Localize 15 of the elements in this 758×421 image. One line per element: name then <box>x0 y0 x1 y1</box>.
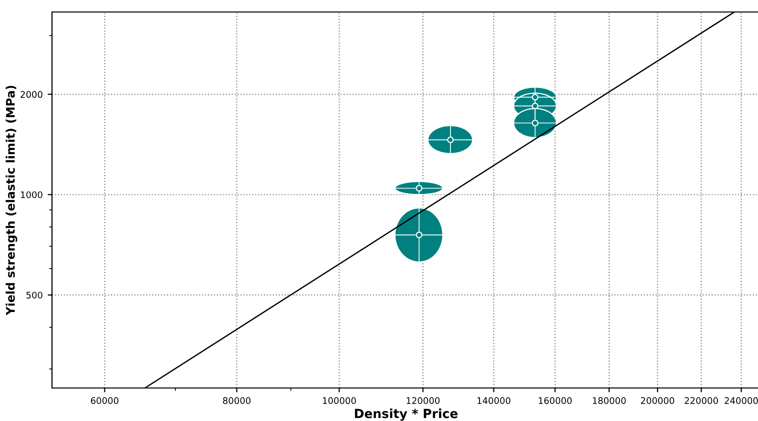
x-tick-label: 60000 <box>90 397 118 404</box>
x-tick-label: 80000 <box>223 397 251 404</box>
x-tick-label: 120000 <box>406 397 440 404</box>
x-tick-label: 200000 <box>640 397 674 404</box>
x-axis-title: Density * Price <box>354 408 458 421</box>
x-tick-label: 140000 <box>478 397 510 404</box>
x-tick-label: 240000 <box>724 397 758 404</box>
y-tick-label: 500 <box>26 292 42 299</box>
y-axis-title: Yield strength (elastic limit) (MPa) <box>6 86 18 316</box>
y-tick-label: 1000 <box>20 191 42 198</box>
y-tick-label: 2000 <box>20 90 42 98</box>
x-tick-label: 180000 <box>592 397 626 404</box>
x-tick-label: 160000 <box>538 397 572 404</box>
x-tick-label: 220000 <box>684 397 718 404</box>
x-tick-label: 100000 <box>322 397 356 404</box>
